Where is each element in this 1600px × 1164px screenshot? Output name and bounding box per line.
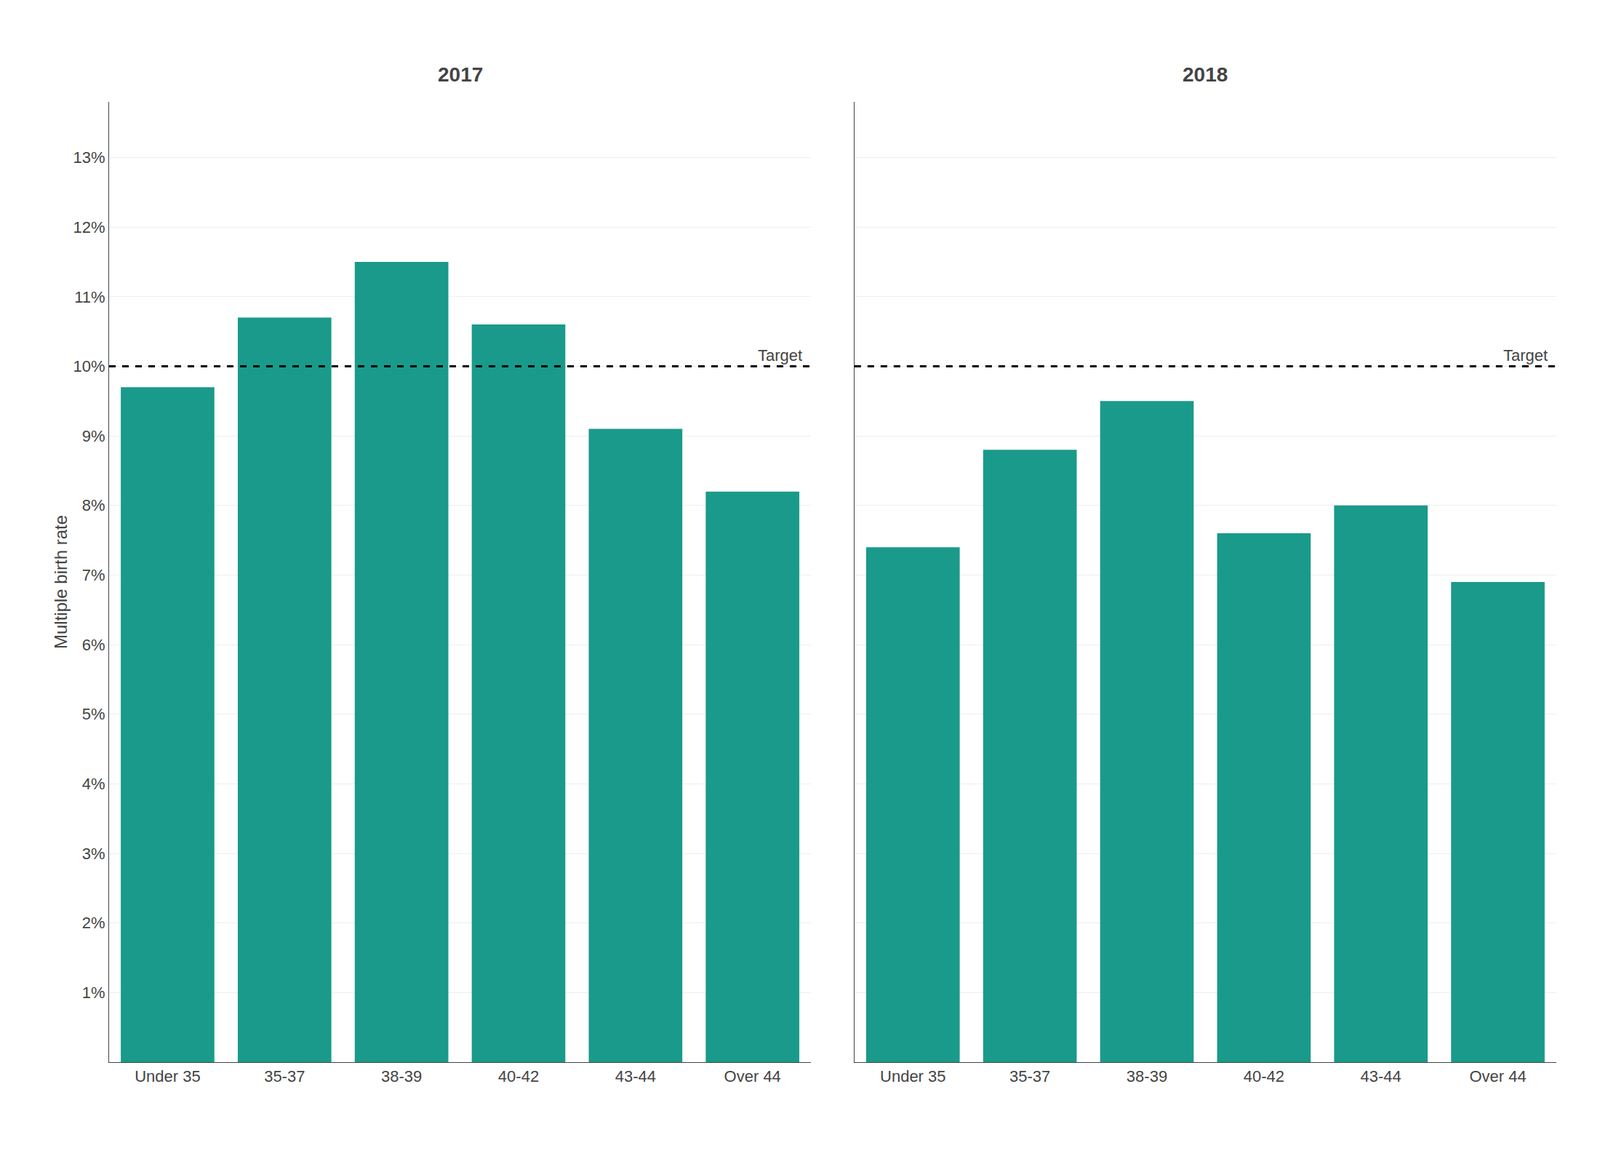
svg-text:Multiple birth rate: Multiple birth rate bbox=[50, 514, 71, 649]
svg-text:2017: 2017 bbox=[437, 63, 483, 86]
svg-text:38-39: 38-39 bbox=[381, 1066, 422, 1086]
svg-text:Target: Target bbox=[757, 346, 803, 365]
svg-text:40-42: 40-42 bbox=[1243, 1066, 1285, 1086]
svg-text:3%: 3% bbox=[82, 844, 106, 863]
svg-text:35-37: 35-37 bbox=[264, 1066, 305, 1086]
svg-text:43-44: 43-44 bbox=[1360, 1066, 1402, 1086]
svg-text:43-44: 43-44 bbox=[615, 1066, 656, 1086]
svg-text:5%: 5% bbox=[82, 704, 106, 723]
svg-text:9%: 9% bbox=[82, 426, 106, 446]
svg-text:7%: 7% bbox=[82, 565, 106, 584]
svg-text:2%: 2% bbox=[82, 913, 106, 932]
svg-text:Under 35: Under 35 bbox=[134, 1066, 201, 1086]
svg-text:10%: 10% bbox=[73, 357, 106, 376]
svg-text:38-39: 38-39 bbox=[1126, 1066, 1168, 1086]
svg-text:1%: 1% bbox=[82, 983, 106, 1002]
svg-text:2018: 2018 bbox=[1182, 63, 1228, 86]
svg-text:12%: 12% bbox=[73, 218, 106, 237]
svg-text:11%: 11% bbox=[74, 288, 105, 307]
svg-text:4%: 4% bbox=[82, 774, 106, 793]
svg-text:13%: 13% bbox=[73, 148, 106, 167]
svg-text:Under 35: Under 35 bbox=[880, 1066, 947, 1086]
svg-text:Target: Target bbox=[1503, 346, 1548, 365]
svg-text:40-42: 40-42 bbox=[498, 1066, 539, 1086]
svg-text:8%: 8% bbox=[82, 496, 106, 515]
svg-text:Over 44: Over 44 bbox=[724, 1066, 782, 1086]
svg-text:35-37: 35-37 bbox=[1009, 1066, 1051, 1086]
svg-text:6%: 6% bbox=[82, 635, 106, 654]
svg-text:Over 44: Over 44 bbox=[1469, 1066, 1526, 1086]
